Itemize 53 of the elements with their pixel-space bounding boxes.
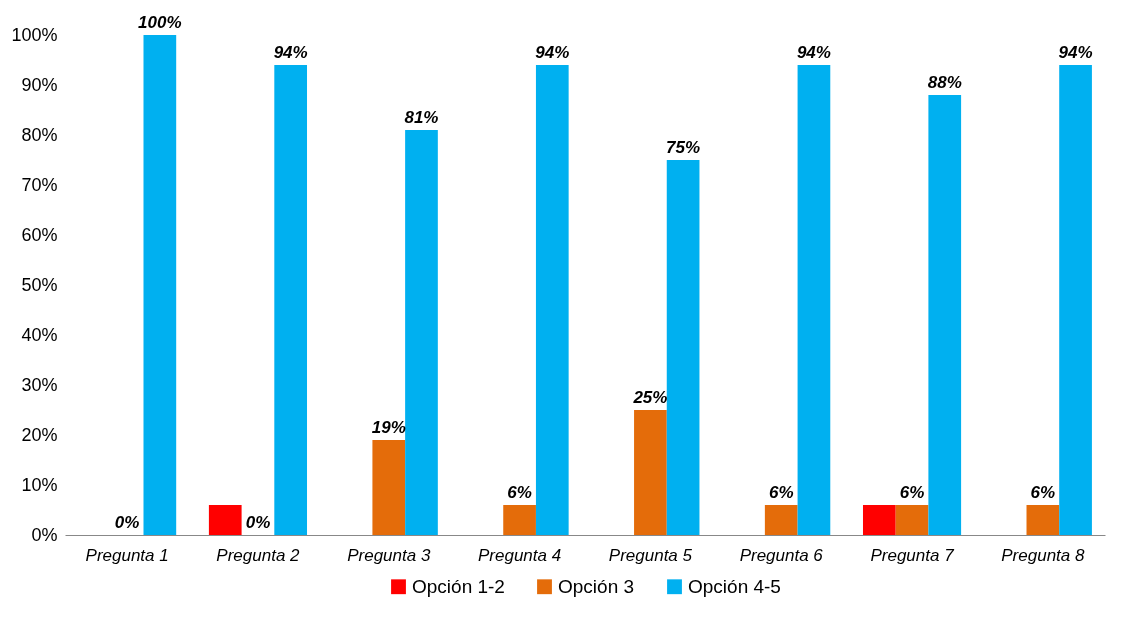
bar — [862, 505, 896, 535]
bar — [503, 505, 536, 535]
bar — [535, 65, 569, 535]
x-tick-label: Pregunta 1 — [85, 545, 169, 565]
data-label: 100% — [138, 13, 182, 32]
x-tick-label: Pregunta 7 — [870, 545, 955, 565]
bar — [928, 95, 962, 535]
x-tick-label: Pregunta 5 — [608, 545, 693, 565]
y-tick-label: 50% — [21, 274, 58, 295]
bar — [634, 410, 667, 535]
bar — [143, 35, 177, 535]
data-label: 6% — [507, 483, 532, 502]
y-tick-label: 70% — [21, 174, 58, 195]
y-tick-label: 10% — [21, 474, 58, 495]
x-tick-label: Pregunta 8 — [1001, 545, 1085, 565]
bar — [405, 130, 438, 535]
x-tick-label: Pregunta 4 — [478, 545, 562, 565]
data-label: 6% — [899, 483, 925, 502]
data-label: 6% — [1030, 483, 1056, 502]
bar — [1059, 65, 1092, 535]
data-label: 6% — [768, 483, 794, 502]
data-label: 88% — [927, 73, 962, 92]
y-tick-label: 30% — [21, 374, 58, 395]
y-tick-label: 80% — [21, 124, 58, 145]
data-label: 94% — [796, 43, 831, 62]
bar — [372, 440, 406, 535]
data-label: 75% — [666, 138, 701, 157]
data-label: 25% — [632, 388, 668, 407]
y-tick-label: 20% — [21, 424, 58, 445]
legend-label: Opción 1-2 — [412, 575, 505, 597]
data-label: 94% — [273, 43, 308, 62]
bar — [764, 505, 798, 535]
data-label: 94% — [1058, 43, 1093, 62]
y-tick-label: 100% — [11, 24, 58, 45]
legend-label: Opción 4-5 — [688, 575, 781, 597]
data-label: 0% — [114, 513, 140, 532]
legend-label: Opción 3 — [558, 575, 635, 597]
bar — [208, 505, 242, 535]
y-tick-label: 40% — [21, 324, 58, 345]
data-label: 0% — [245, 513, 271, 532]
y-tick-label: 60% — [21, 224, 58, 245]
bar — [797, 65, 831, 535]
x-tick-label: Pregunta 2 — [216, 545, 301, 565]
y-tick-label: 0% — [31, 524, 58, 545]
x-tick-label: Pregunta 3 — [347, 545, 431, 565]
bar — [274, 65, 308, 535]
bar — [895, 505, 929, 535]
bar — [666, 160, 700, 535]
data-label: 81% — [404, 108, 439, 127]
data-label: 94% — [535, 43, 570, 62]
bar — [1026, 505, 1060, 535]
y-tick-label: 90% — [21, 74, 58, 95]
x-tick-label: Pregunta 6 — [739, 545, 824, 565]
